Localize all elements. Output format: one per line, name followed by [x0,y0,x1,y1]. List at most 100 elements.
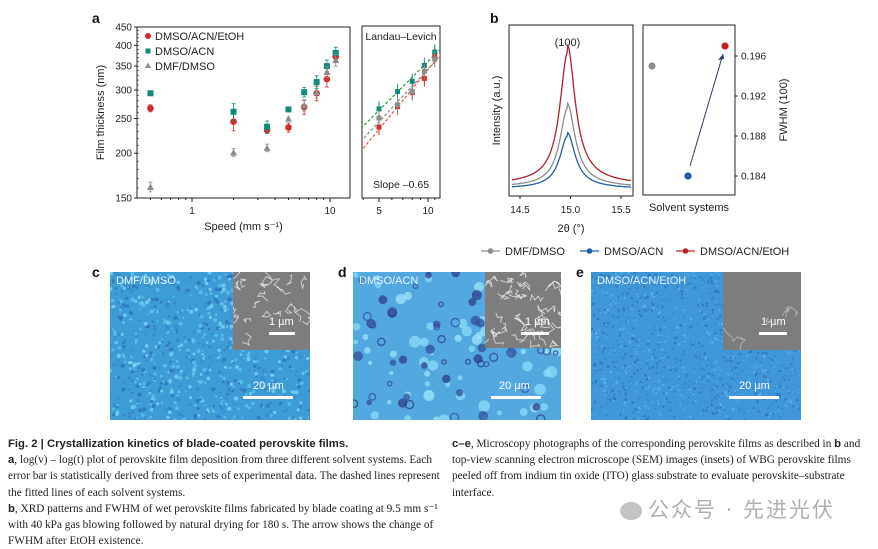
texture-dot [715,303,717,306]
texture-dot [689,316,691,318]
texture-dot [217,275,222,280]
texture-dot [121,279,126,284]
texture-dot [646,332,648,335]
texture-dot [799,351,801,353]
texture-dot [117,346,122,350]
y-tick-label: 0.192 [741,92,766,103]
texture-dot [663,366,666,369]
texture-dot [773,361,775,363]
micrograph-c-scale-bar [243,396,293,399]
texture-dot [666,281,669,283]
sem-d-scale-bar [521,332,549,335]
texture-dot [783,361,785,364]
legend-label: DMSO/ACN [604,246,663,258]
texture-dot [195,387,200,392]
texture-dot [158,341,162,345]
texture-dot [597,359,599,361]
texture-dot [685,336,688,339]
texture-dot [633,417,636,420]
texture-dot [600,341,602,343]
texture-dot [756,399,759,402]
texture-dot [701,387,703,389]
texture-dot [234,396,239,401]
texture-dot [611,325,615,329]
x-tick-label: 15.5 [611,205,631,216]
texture-dot [609,370,613,374]
texture-dot [224,403,226,406]
texture-dot [210,304,214,308]
texture-dot [172,295,175,298]
texture-dot [623,408,625,410]
texture-dot [651,390,654,393]
texture-dot [633,372,636,375]
texture-dot [782,386,784,389]
texture-dot [234,358,238,362]
texture-dot [112,328,114,330]
texture-dot [788,353,791,356]
texture-dot [622,307,625,310]
texture-dot [169,368,174,373]
texture-dot [111,279,115,282]
texture-dot [403,415,412,420]
texture-dot [625,416,628,419]
texture-dot [176,280,180,284]
texture-dot [738,408,741,411]
texture-dot [473,354,483,364]
texture-dot [305,370,308,373]
texture-dot [269,409,272,412]
texture-dot [674,280,678,284]
texture-dot [144,273,147,277]
texture-dot [193,414,198,419]
texture-dot [269,401,273,405]
texture-dot [374,275,380,281]
texture-dot [686,373,689,376]
texture-dot [667,355,670,359]
texture-dot [706,380,710,383]
texture-dot [661,406,664,408]
texture-dot [752,407,756,410]
texture-dot [637,339,640,341]
texture-dot [677,342,680,346]
texture-dot [674,336,678,340]
sem-texture-line [522,281,531,292]
texture-dot [698,353,700,355]
texture-dot [158,273,162,276]
texture-dot [594,331,598,335]
texture-dot [673,341,677,345]
texture-dot [370,411,379,420]
fit-line [362,54,440,151]
sem-texture-line [270,278,283,293]
texture-dot [170,342,173,344]
texture-dot [175,338,180,343]
texture-dot [115,281,119,284]
texture-dot [188,307,192,310]
texture-dot [216,415,220,418]
texture-dot [703,369,705,371]
texture-dot [202,367,207,372]
texture-dot [166,321,169,325]
texture-dot [697,342,701,345]
texture-dot [115,412,119,417]
texture-dot [591,327,593,331]
texture-dot [161,377,164,380]
y-tick-label: 0.196 [741,52,766,63]
texture-dot [657,314,659,316]
texture-dot [660,322,663,324]
texture-dot [298,404,303,409]
texture-dot [307,389,310,392]
texture-dot [155,287,160,292]
texture-dot [110,298,115,303]
texture-dot [786,413,788,415]
texture-dot [169,381,172,384]
y-tick-label: 400 [115,41,132,52]
texture-dot [117,355,121,359]
texture-dot [604,311,607,314]
texture-dot [262,370,265,373]
texture-dot [642,389,644,391]
texture-dot [134,299,138,303]
micrograph-e-texture [591,272,801,420]
texture-dot [674,314,677,316]
texture-dot [159,352,162,355]
texture-dot [519,408,528,417]
